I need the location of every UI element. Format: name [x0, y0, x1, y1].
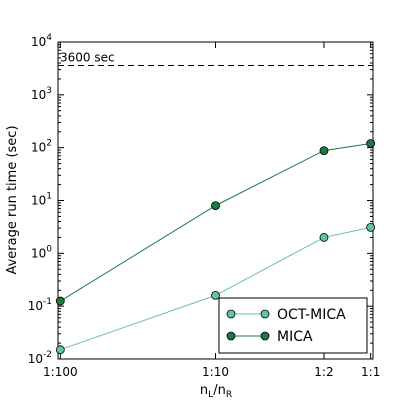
series-line-1 [60, 142, 371, 302]
legend-marker [260, 309, 270, 319]
legend-box [218, 297, 368, 354]
y-tick-label: 102 [31, 139, 52, 155]
y-tick-label: 100 [31, 244, 52, 260]
legend-marker [226, 309, 236, 319]
data-point [319, 146, 329, 155]
series-line-0 [60, 226, 371, 351]
legend: OCT-MICA MICA [218, 297, 368, 354]
reference-line-group: 3600 sec [58, 50, 373, 66]
y-tick-label: 10-2 [28, 350, 52, 366]
reference-line-label: 3600 sec [60, 50, 115, 64]
series-layer [55, 139, 376, 355]
data-point [55, 296, 65, 306]
x-tick-label: 1:2 [314, 365, 333, 379]
y-tick-label: 10-1 [28, 297, 52, 313]
legend-marker [260, 331, 270, 341]
data-point [55, 345, 65, 355]
x-axis-ticks: 1:100 1:10 1:2 1:1 [43, 42, 380, 379]
y-tick-label: 101 [31, 192, 52, 208]
data-point [366, 222, 376, 232]
data-point [211, 290, 220, 300]
data-point [211, 201, 220, 211]
x-tick-label: 1:100 [43, 365, 78, 379]
y-axis-label: Average run time (sec) [5, 125, 20, 274]
data-point [319, 233, 329, 242]
x-tick-label: 1:1 [361, 365, 380, 379]
x-tick-label: 1:10 [202, 365, 229, 379]
legend-marker [226, 331, 236, 341]
legend-label: OCT-MICA [277, 307, 346, 323]
legend-label: MICA [277, 329, 313, 345]
data-point [366, 139, 376, 148]
x-axis-label: nL/nR [200, 383, 232, 400]
y-tick-label: 103 [31, 86, 52, 102]
y-tick-label: 104 [31, 33, 52, 49]
